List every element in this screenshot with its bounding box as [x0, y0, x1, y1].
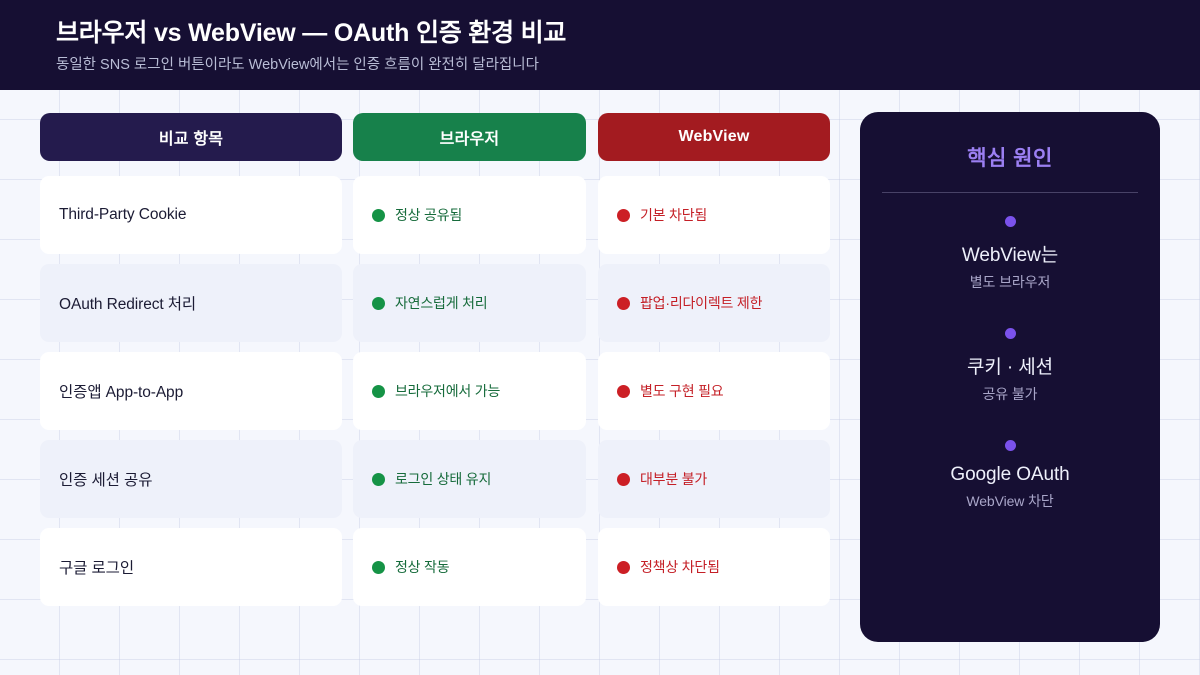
core-cause-panel: 핵심 원인 WebView는 별도 브라우저 쿠키 · 세션 공유 불가 Goo… [860, 112, 1160, 642]
green-dot-icon [372, 296, 385, 310]
status-text: 정책상 차단됨 [640, 559, 720, 575]
page-subtitle: 동일한 SNS 로그인 버튼이라도 WebView에서는 인증 흐름이 완전히 … [56, 57, 539, 73]
table-column-header-item: 비교 항목 [40, 113, 342, 161]
bullet-dot-icon [1004, 440, 1016, 451]
status-badge: 팝업·리다이렉트 제한 [617, 293, 762, 313]
table-row: 인증앱 App-to-App [40, 352, 342, 430]
table-cell-browser: 로그인 상태 유지 [353, 440, 586, 518]
cause-heading: Google OAuth [950, 464, 1070, 485]
status-text: 팝업·리다이렉트 제한 [640, 295, 763, 311]
table-row: Third-Party Cookie [40, 176, 342, 254]
status-badge: 자연스럽게 처리 [372, 293, 488, 313]
status-text: 기본 차단됨 [640, 207, 708, 223]
bullet-dot-icon [1004, 216, 1016, 227]
status-badge: 기본 차단됨 [617, 205, 707, 225]
status-badge: 정책상 차단됨 [617, 557, 720, 577]
red-dot-icon [617, 208, 630, 222]
green-dot-icon [372, 472, 385, 486]
table-column-header-browser: 브라우저 [353, 113, 586, 161]
status-text: 대부분 불가 [640, 471, 708, 487]
cause-subtext: WebView 차단 [966, 493, 1054, 509]
table-cell-browser: 브라우저에서 가능 [353, 352, 586, 430]
table-cell-webview: 정책상 차단됨 [598, 528, 830, 606]
status-badge: 대부분 불가 [617, 469, 707, 489]
table-cell-browser: 정상 공유됨 [353, 176, 586, 254]
table-cell-webview: 기본 차단됨 [598, 176, 830, 254]
cause-item: WebView는 별도 브라우저 [882, 216, 1138, 292]
table-cell-webview: 팝업·리다이렉트 제한 [598, 264, 830, 342]
comparison-table: 비교 항목 브라우저 WebView Third-Party Cookie 정상… [0, 90, 860, 675]
status-text: 자연스럽게 처리 [395, 295, 488, 311]
page-header: 브라우저 vs WebView — OAuth 인증 환경 비교 동일한 SNS… [0, 0, 1200, 90]
row-item-label: OAuth Redirect 처리 [59, 296, 197, 313]
status-badge: 별도 구현 필요 [617, 381, 724, 401]
table-cell-browser: 정상 작동 [353, 528, 586, 606]
cause-heading: WebView는 [961, 245, 1059, 266]
status-badge: 로그인 상태 유지 [372, 469, 491, 489]
red-dot-icon [617, 472, 630, 486]
green-dot-icon [372, 384, 385, 398]
red-dot-icon [617, 296, 630, 310]
table-cell-webview: 대부분 불가 [598, 440, 830, 518]
panel-divider [882, 192, 1138, 193]
cause-heading: 쿠키 · 세션 [966, 357, 1054, 378]
status-text: 로그인 상태 유지 [395, 471, 492, 487]
status-badge: 브라우저에서 가능 [372, 381, 500, 401]
green-dot-icon [372, 208, 385, 222]
red-dot-icon [617, 560, 630, 574]
red-dot-icon [617, 384, 630, 398]
status-text: 브라우저에서 가능 [395, 383, 501, 399]
cause-item: Google OAuth WebView 차단 [882, 440, 1138, 511]
table-row: 구글 로그인 [40, 528, 342, 606]
table-column-header-webview: WebView [598, 113, 830, 161]
status-badge: 정상 작동 [372, 557, 450, 577]
core-cause-title: 핵심 원인 [967, 147, 1053, 170]
table-cell-webview: 별도 구현 필요 [598, 352, 830, 430]
cause-subtext: 별도 브라우저 [969, 274, 1051, 290]
cause-subtext: 공유 불가 [982, 386, 1038, 402]
cause-item: 쿠키 · 세션 공유 불가 [882, 328, 1138, 404]
row-item-label: 인증 세션 공유 [59, 472, 153, 489]
row-item-label: 구글 로그인 [59, 560, 135, 577]
table-cell-browser: 자연스럽게 처리 [353, 264, 586, 342]
table-row: 인증 세션 공유 [40, 440, 342, 518]
status-badge: 정상 공유됨 [372, 205, 462, 225]
table-row: OAuth Redirect 처리 [40, 264, 342, 342]
status-text: 정상 공유됨 [395, 207, 463, 223]
row-item-label: 인증앱 App-to-App [59, 384, 184, 401]
status-text: 정상 작동 [395, 559, 450, 575]
page-title: 브라우저 vs WebView — OAuth 인증 환경 비교 [56, 19, 567, 47]
row-item-label: Third-Party Cookie [59, 206, 187, 223]
bullet-dot-icon [1004, 328, 1016, 339]
green-dot-icon [372, 560, 385, 574]
status-text: 별도 구현 필요 [640, 383, 724, 399]
